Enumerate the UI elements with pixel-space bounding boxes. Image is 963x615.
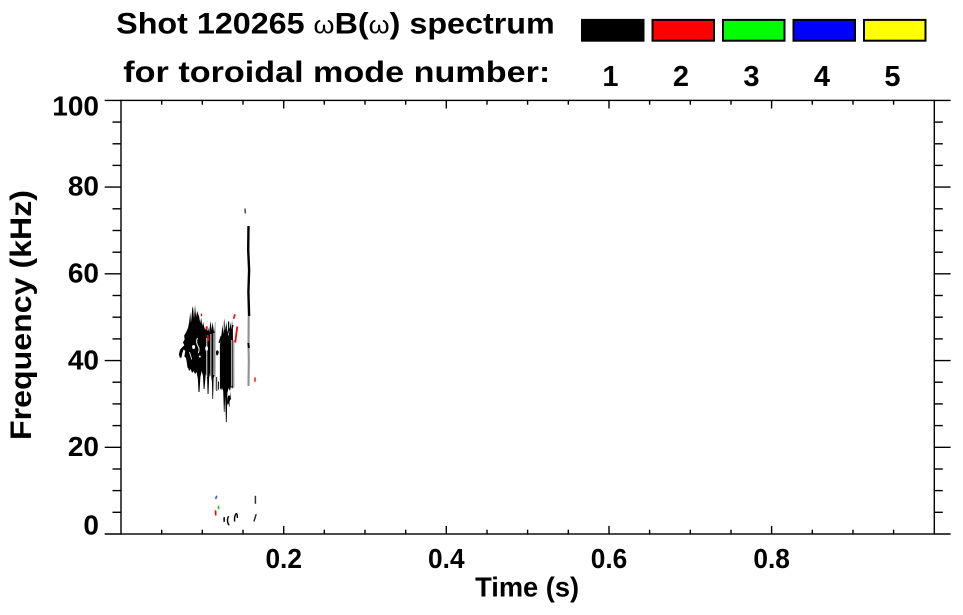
svg-text:Frequency (kHz): Frequency (kHz) xyxy=(5,190,38,440)
svg-text:0.2: 0.2 xyxy=(265,543,302,574)
svg-text:for toroidal mode number:: for toroidal mode number: xyxy=(123,56,550,89)
svg-text:1: 1 xyxy=(602,61,618,93)
svg-text:0.6: 0.6 xyxy=(591,543,628,574)
svg-text:100: 100 xyxy=(52,90,99,121)
svg-text:20: 20 xyxy=(68,431,99,462)
svg-text:4: 4 xyxy=(814,61,830,93)
svg-text:3: 3 xyxy=(743,61,759,93)
svg-text:0.8: 0.8 xyxy=(753,543,790,574)
svg-text:80: 80 xyxy=(68,171,99,202)
svg-text:Time (s): Time (s) xyxy=(475,572,579,603)
svg-text:40: 40 xyxy=(68,344,99,375)
svg-text:0.4: 0.4 xyxy=(428,543,465,574)
svg-text:5: 5 xyxy=(884,61,900,93)
svg-text:Shot 120265 ωB(ω) spectrum: Shot 120265 ωB(ω) spectrum xyxy=(116,8,555,41)
svg-text:60: 60 xyxy=(68,258,99,289)
svg-text:0: 0 xyxy=(83,510,99,541)
svg-text:2: 2 xyxy=(673,61,689,93)
